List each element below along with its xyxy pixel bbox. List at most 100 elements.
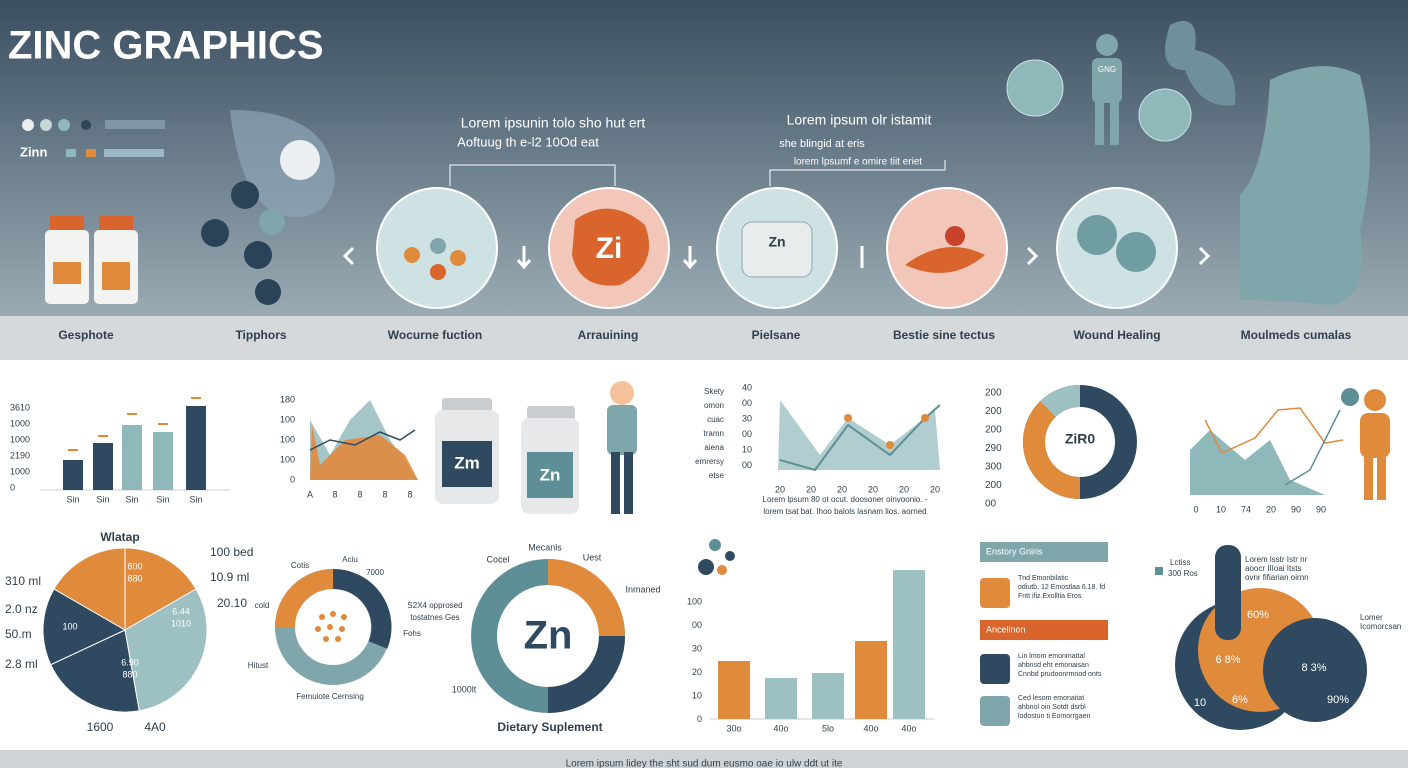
label: 90% [1327, 694, 1349, 706]
label: Femuiote Cernsing [296, 692, 364, 701]
label: 20 [868, 484, 878, 494]
label: 2190 [10, 450, 30, 460]
label: 60% [1247, 609, 1269, 621]
label: ahbnsd eht emonaisan [1018, 662, 1089, 669]
label: cuac [707, 415, 724, 424]
label: Tnd Emonbilatic [1018, 575, 1069, 582]
label: 4A0 [144, 720, 166, 734]
step-label: Arrauining [578, 328, 639, 342]
label: 20 [692, 667, 702, 677]
label: 10 [742, 444, 752, 454]
head-silhouette [1240, 66, 1370, 305]
label: A [307, 489, 313, 499]
line-panel [778, 400, 941, 472]
pie-wedge [124, 588, 208, 712]
label: 20 [837, 484, 847, 494]
mountain-panel [1190, 388, 1390, 500]
label: 1000lt [452, 684, 477, 694]
label: 30 [692, 643, 702, 653]
callout: Aoftuug th e-l2 10Od eat [457, 134, 599, 149]
label: 20 [1266, 504, 1276, 514]
label: lorem tsat bat. Ihoo balols lasnam lios.… [763, 507, 926, 516]
circle-badge: Zn [768, 234, 785, 250]
pie-wedge [42, 588, 127, 666]
label: 1600 [87, 720, 114, 734]
label: 20 [899, 484, 909, 494]
pie-panel [42, 547, 208, 713]
step-band [0, 316, 1408, 360]
label: 10 [1194, 697, 1206, 709]
label: 10.9 ml [210, 570, 249, 584]
circle-badge: Zi [596, 232, 623, 265]
venn [1155, 545, 1367, 730]
label: 40o [863, 723, 878, 733]
label: 30 [742, 413, 752, 423]
step-label: Bestie sine tectus [893, 328, 995, 342]
label: 1010 [171, 618, 191, 628]
label: 8 [382, 489, 387, 499]
label: Inmaned [625, 584, 660, 594]
label: 00 [742, 398, 752, 408]
label: 1000 [10, 466, 30, 476]
label: odiutb. 12 Emostlaa 6.18. fd [1018, 584, 1105, 591]
label: Lomer [1360, 613, 1383, 622]
label: 1000 [10, 434, 30, 444]
label: 20.10 [217, 596, 247, 610]
label: 300 [985, 462, 1002, 473]
arrows [342, 246, 1211, 270]
label: Sin [96, 494, 109, 504]
label: 6% [1232, 694, 1248, 706]
body-bg [0, 360, 1408, 750]
label: 200 [985, 388, 1002, 399]
label: 40 [742, 382, 752, 392]
label: Fohs [403, 629, 421, 638]
label: emrersy [695, 457, 724, 466]
callout: lorem lpsumf e omire tiit eriet [794, 157, 923, 168]
label: 10 [692, 690, 702, 700]
label: Cotis [291, 561, 309, 570]
ring-dots [315, 611, 347, 642]
label: Cocel [486, 554, 509, 564]
label: 2.0 nz [5, 602, 38, 616]
step-label: Wound Healing [1073, 328, 1160, 342]
label: 00 [692, 620, 702, 630]
label: 0 [697, 714, 702, 724]
label: 00 [742, 429, 752, 439]
step-label: Gesphote [58, 328, 114, 342]
label: 90 [1316, 504, 1326, 514]
ring-panel [275, 568, 392, 685]
label: 300 Ros [1168, 569, 1198, 578]
label: 50.m [5, 627, 32, 641]
label: 8 3% [1301, 662, 1326, 674]
step-circles [449, 160, 946, 186]
label: Lctiss [1170, 558, 1190, 567]
label: 0 [1193, 504, 1198, 514]
callout: Lorem ipsunin tolo sho hut ert [461, 115, 646, 131]
zn-ring [471, 559, 625, 713]
label: 100 [687, 596, 702, 606]
pie-wedge [124, 547, 197, 631]
label: 2.8 ml [5, 657, 38, 671]
label: Lorem lpsum 80 ot ocut. doosoner oinvoon… [763, 495, 928, 504]
label: 74 [1241, 504, 1251, 514]
label: 1000 [10, 418, 30, 428]
label: ZiR0 [1065, 431, 1096, 447]
label: S2X4 opprosed [407, 601, 462, 610]
label: etse [709, 471, 725, 480]
bottles [45, 216, 138, 304]
label: 290 [985, 443, 1002, 454]
label: Sin [189, 494, 202, 504]
label: 880 [122, 669, 137, 679]
label: Uest [583, 552, 602, 562]
label: tramn [704, 429, 724, 438]
label: Sin [66, 494, 79, 504]
step-icons [404, 208, 1156, 286]
step-label: Wocurne fuction [388, 328, 482, 342]
label: Lorem ipsum lidey the sht sud dum eusmo … [566, 759, 843, 768]
label: Sin [125, 494, 138, 504]
zn-center: Zn [524, 614, 573, 658]
label: 00 [742, 460, 752, 470]
label: 100 [280, 454, 295, 464]
label: 20 [806, 484, 816, 494]
